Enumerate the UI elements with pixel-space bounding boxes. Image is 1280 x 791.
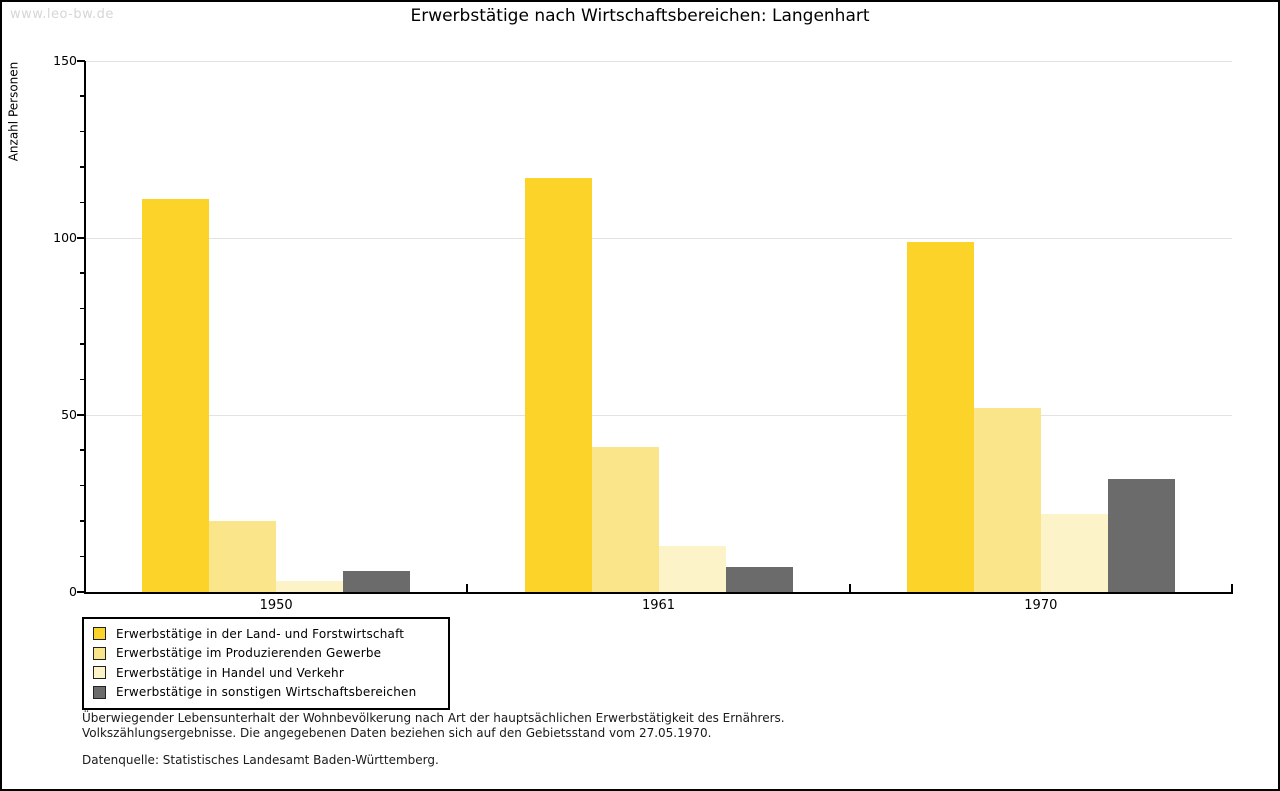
legend-item: Erwerbstätige im Produzierenden Gewerbe: [84, 644, 448, 664]
x-tick: [848, 584, 851, 592]
y-tick-label: 100: [53, 230, 77, 245]
y-axis-line: [84, 61, 86, 594]
gridline-50: [85, 415, 1232, 416]
bar-1970-series1: [906, 242, 974, 592]
x-category-label: 1950: [259, 598, 293, 613]
y-major-tick: [77, 237, 85, 239]
gridline-150: [85, 61, 1232, 62]
y-minor-tick: [80, 307, 85, 310]
y-minor-tick: [80, 555, 85, 558]
bar-1961-series4: [725, 567, 793, 592]
y-major-tick: [77, 591, 85, 593]
footnote-line: Volkszählungsergebnisse. Die angegebenen…: [82, 725, 712, 740]
y-minor-tick: [80, 272, 85, 274]
legend-swatch-icon: [93, 685, 106, 699]
y-tick-label: 50: [61, 407, 77, 422]
x-axis-line: [84, 592, 1233, 594]
legend-label: Erwerbstätige in der Land- und Forstwirt…: [116, 626, 405, 641]
y-minor-tick: [80, 520, 85, 522]
footnotes: Überwiegender Lebensunterhalt der Wohnbe…: [82, 711, 785, 768]
bar-1961-series2: [591, 447, 659, 592]
y-minor-tick: [80, 343, 85, 345]
footnote-line: Überwiegender Lebensunterhalt der Wohnbe…: [82, 711, 785, 725]
y-minor-tick: [80, 201, 85, 204]
bar-1950-series4: [343, 571, 411, 592]
bar-1970-series2: [973, 408, 1041, 592]
y-minor-tick: [80, 449, 85, 451]
y-axis-title: Anzahl Personen: [6, 61, 21, 162]
bar-1970-series3: [1040, 514, 1108, 592]
legend-swatch-icon: [93, 666, 106, 680]
x-category-label: 1970: [1024, 598, 1058, 613]
gridline-100: [85, 238, 1232, 239]
x-tick: [466, 584, 469, 592]
bar-1961-series1: [524, 178, 592, 592]
legend-swatch-icon: [93, 646, 106, 660]
legend-swatch-icon: [93, 627, 106, 641]
legend-item: Erwerbstätige in Handel und Verkehr: [84, 663, 448, 683]
site-watermark: www.leo-bw.de: [10, 7, 114, 22]
bar-1950-series1: [142, 199, 210, 592]
legend-item: Erwerbstätige in der Land- und Forstwirt…: [84, 624, 448, 644]
y-major-tick: [77, 414, 85, 416]
y-tick-label: 150: [53, 53, 77, 68]
y-major-tick: [77, 60, 85, 62]
legend-label: Erwerbstätige in sonstigen Wirtschaftsbe…: [116, 685, 417, 700]
data-source: Datenquelle: Statistisches Landesamt Bad…: [82, 753, 439, 767]
y-minor-tick: [80, 378, 85, 381]
legend-box: Erwerbstätige in der Land- und Forstwirt…: [82, 617, 450, 710]
legend-label: Erwerbstätige im Produzierenden Gewerbe: [116, 646, 382, 661]
legend-item: Erwerbstätige in sonstigen Wirtschaftsbe…: [84, 683, 448, 703]
bar-1961-series3: [658, 546, 726, 592]
bar-1950-series2: [209, 521, 277, 592]
y-tick-label: 0: [69, 584, 77, 599]
bar-1950-series3: [276, 581, 344, 592]
chart-title: Erwerbstätige nach Wirtschaftsbereichen:…: [410, 6, 870, 26]
y-minor-tick: [80, 95, 85, 97]
bar-1970-series4: [1107, 479, 1175, 592]
x-tick: [1231, 584, 1233, 592]
y-minor-tick: [80, 484, 85, 487]
legend-label: Erwerbstätige in Handel und Verkehr: [116, 665, 344, 680]
y-minor-tick: [80, 166, 85, 168]
y-minor-tick: [80, 130, 85, 133]
x-category-label: 1961: [641, 598, 676, 613]
